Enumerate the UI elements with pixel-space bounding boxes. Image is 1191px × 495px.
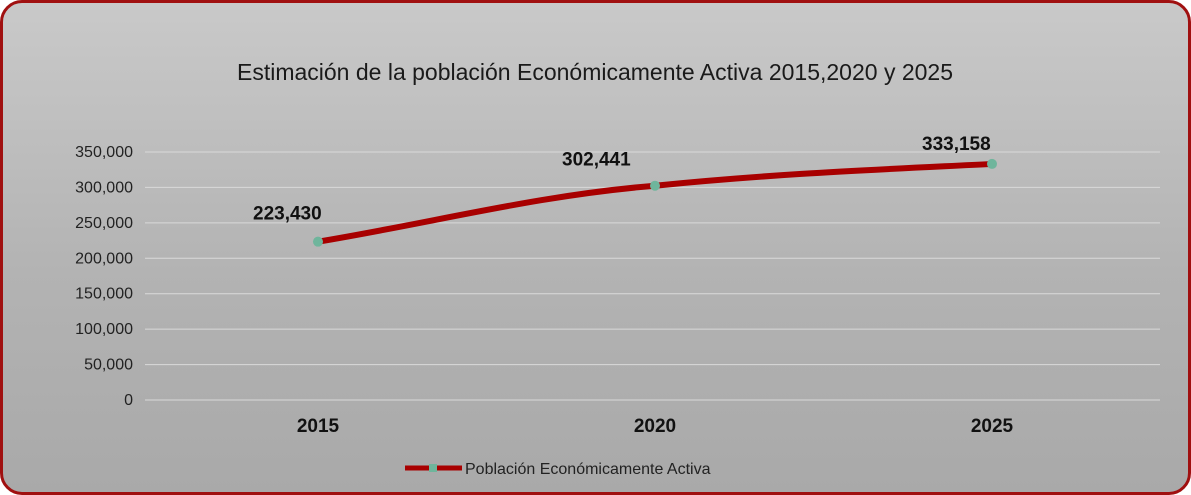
legend-marker-swatch [429, 464, 437, 472]
data-labels: 223,430 302,441 333,158 [253, 134, 991, 225]
grid-lines [145, 151, 1160, 401]
y-tick-label: 250,000 [75, 215, 133, 232]
x-tick-label: 2015 [297, 416, 340, 437]
y-tick-label: 50,000 [84, 357, 133, 374]
x-axis-ticks: 2015 2020 2025 [297, 416, 1014, 437]
y-tick-label: 0 [124, 392, 133, 409]
series-line [315, 160, 995, 245]
data-label: 302,441 [562, 150, 631, 171]
legend: Población Económicamente Activa [405, 461, 711, 478]
data-point [650, 180, 660, 191]
data-label: 333,158 [922, 134, 991, 155]
legend-label: Población Económicamente Activa [465, 461, 711, 478]
x-tick-label: 2020 [634, 416, 676, 437]
y-tick-label: 350,000 [75, 144, 133, 161]
x-tick-label: 2025 [971, 416, 1014, 437]
series-markers [313, 158, 997, 247]
y-tick-label: 200,000 [75, 250, 133, 267]
y-tick-label: 150,000 [75, 286, 133, 303]
y-tick-label: 100,000 [75, 321, 133, 338]
y-axis-ticks: 0 50,000 100,000 150,000 200,000 250,000 300,0… [75, 144, 133, 409]
y-tick-label: 300,000 [75, 179, 133, 196]
data-point [313, 236, 323, 247]
data-label: 223,430 [253, 204, 322, 225]
data-point [987, 158, 997, 169]
chart-title: Estimación de la población Económicament… [237, 59, 953, 85]
series-lines [315, 160, 995, 245]
